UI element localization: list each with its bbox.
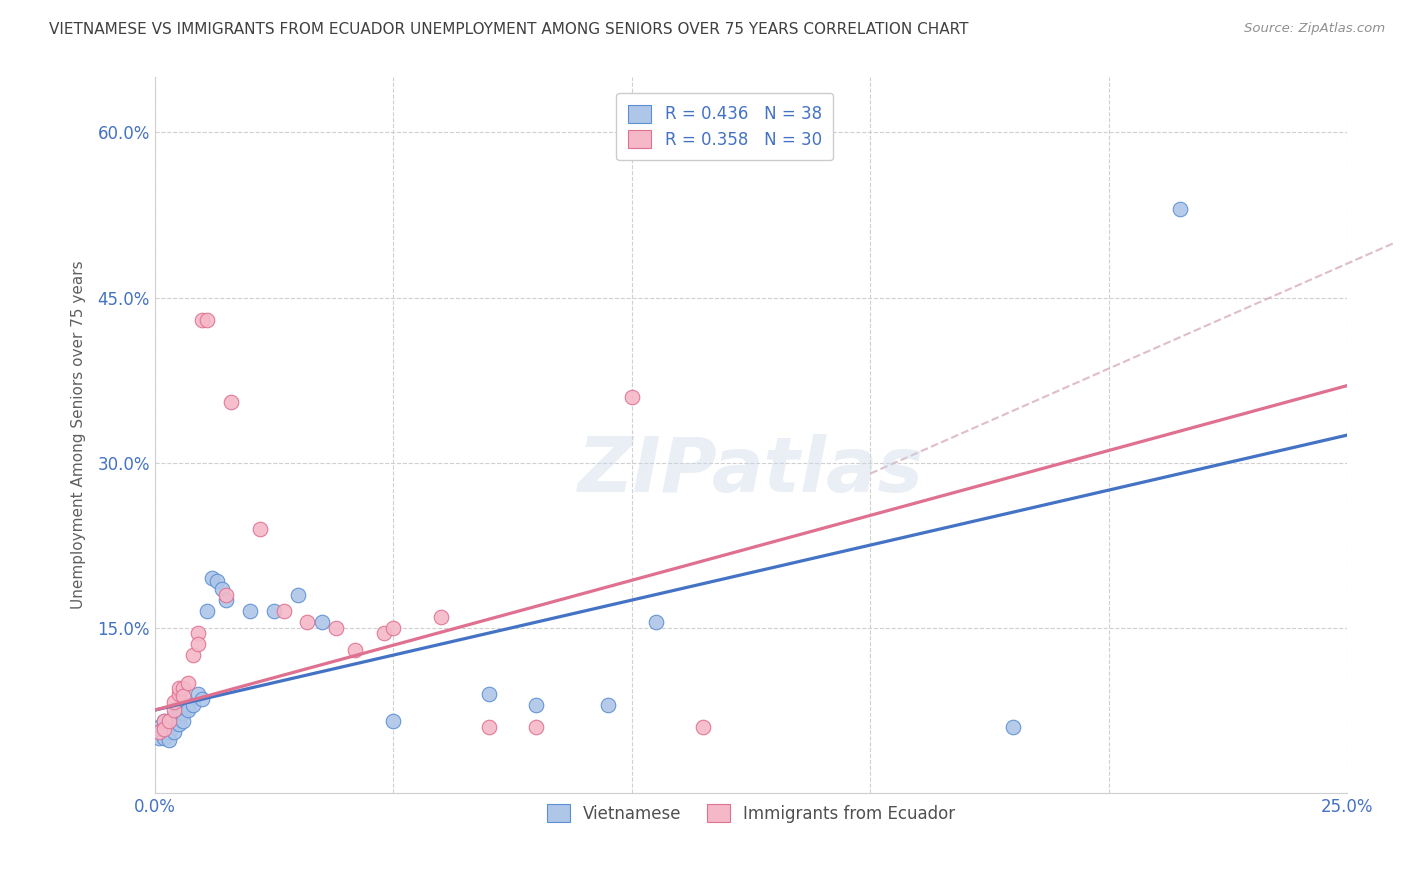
Point — [195, 604, 218, 618]
Point — [157, 714, 180, 728]
Point — [1002, 720, 1025, 734]
Point — [187, 687, 209, 701]
Point — [163, 695, 186, 709]
Point — [177, 675, 200, 690]
Point — [148, 720, 170, 734]
Point — [157, 732, 180, 747]
Point — [249, 522, 271, 536]
Point — [153, 731, 176, 745]
Point — [172, 689, 194, 703]
Point — [478, 687, 501, 701]
Point — [187, 626, 209, 640]
Point — [620, 390, 643, 404]
Point — [692, 720, 714, 734]
Point — [153, 714, 176, 728]
Point — [153, 722, 176, 736]
Point — [596, 698, 619, 712]
Point — [167, 703, 190, 717]
Point — [211, 582, 233, 596]
Point — [157, 725, 180, 739]
Text: VIETNAMESE VS IMMIGRANTS FROM ECUADOR UNEMPLOYMENT AMONG SENIORS OVER 75 YEARS C: VIETNAMESE VS IMMIGRANTS FROM ECUADOR UN… — [49, 22, 969, 37]
Point — [1170, 202, 1192, 217]
Point — [478, 720, 501, 734]
Text: ZIPatlas: ZIPatlas — [578, 434, 924, 508]
Point — [163, 703, 186, 717]
Point — [163, 717, 186, 731]
Point — [167, 711, 190, 725]
Point — [430, 609, 453, 624]
Point — [191, 312, 214, 326]
Point — [191, 692, 214, 706]
Point — [219, 395, 242, 409]
Point — [325, 621, 347, 635]
Point — [263, 604, 285, 618]
Point — [167, 681, 190, 695]
Text: Source: ZipAtlas.com: Source: ZipAtlas.com — [1244, 22, 1385, 36]
Point — [148, 725, 170, 739]
Point — [373, 626, 395, 640]
Point — [205, 574, 228, 589]
Point — [163, 708, 186, 723]
Point — [167, 717, 190, 731]
Point — [215, 593, 238, 607]
Point — [163, 725, 186, 739]
Point — [524, 698, 547, 712]
Y-axis label: Unemployment Among Seniors over 75 years: Unemployment Among Seniors over 75 years — [72, 260, 86, 609]
Point — [344, 642, 367, 657]
Point — [153, 714, 176, 728]
Point — [157, 720, 180, 734]
Point — [172, 681, 194, 695]
Point — [644, 615, 666, 629]
Point — [172, 706, 194, 721]
Point — [215, 588, 238, 602]
Point — [167, 687, 190, 701]
Point — [187, 637, 209, 651]
Point — [239, 604, 262, 618]
Point — [382, 714, 405, 728]
Point — [148, 725, 170, 739]
Point — [273, 604, 295, 618]
Point — [201, 571, 224, 585]
Point — [181, 698, 204, 712]
Point — [148, 731, 170, 745]
Point — [297, 615, 319, 629]
Point — [177, 698, 200, 712]
Point — [382, 621, 405, 635]
Point — [181, 648, 204, 662]
Point — [177, 703, 200, 717]
Point — [287, 588, 309, 602]
Point — [524, 720, 547, 734]
Point — [311, 615, 333, 629]
Point — [195, 312, 218, 326]
Legend: Vietnamese, Immigrants from Ecuador: Vietnamese, Immigrants from Ecuador — [534, 792, 967, 834]
Point — [172, 714, 194, 728]
Point — [153, 722, 176, 736]
